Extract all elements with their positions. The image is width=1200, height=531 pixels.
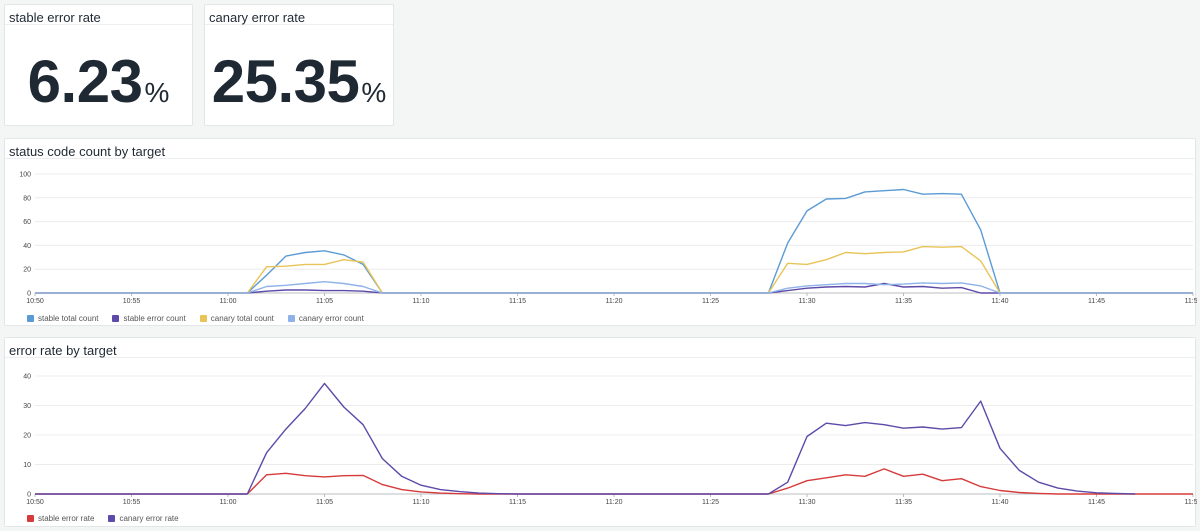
x-tick-label: 10:50: [26, 298, 44, 305]
panel-title: error rate by target: [5, 338, 1195, 358]
x-tick-label: 11:10: [413, 499, 430, 506]
legend-label: stable total count: [38, 314, 99, 323]
stat-number: 25.35: [211, 48, 360, 115]
stat-number: 6.23: [27, 48, 143, 115]
x-tick-label: 11:30: [799, 298, 816, 305]
chart-legend: stable error rate canary error rate: [27, 514, 179, 523]
x-tick-label: 10:50: [26, 499, 44, 506]
y-tick-label: 10: [23, 462, 31, 469]
legend-swatch: [287, 315, 295, 322]
x-tick-label: 11:35: [895, 499, 912, 506]
panel-title: stable error rate: [5, 5, 192, 25]
legend-item[interactable]: stable error count: [112, 314, 186, 323]
legend-item[interactable]: canary error rate: [108, 514, 179, 523]
series-line: [35, 468, 1193, 495]
y-tick-label: 0: [27, 291, 31, 298]
legend-label: canary error count: [298, 314, 364, 323]
series-line: [35, 280, 1193, 294]
x-tick-label: 11:25: [702, 298, 719, 305]
legend-swatch: [108, 515, 116, 522]
stable-error-rate-panel: stable error rate 6.23%: [4, 4, 193, 126]
y-tick-label: 40: [23, 243, 31, 250]
stat-unit: %: [361, 77, 387, 108]
status-code-count-chart: 0 20 40 60 80 100 10:50 10:55 11:00 11:05 11:10 11:…: [19, 172, 1198, 306]
x-tick-label: 11:00: [220, 298, 237, 305]
status-code-count-panel: status code count by target 0 20 40 60 80 100…: [4, 138, 1198, 326]
legend-item[interactable]: stable error rate: [27, 514, 94, 523]
x-tick-label: 11:05: [316, 499, 333, 506]
y-tick-label: 80: [23, 195, 31, 202]
legend-label: canary error rate: [119, 514, 179, 523]
stat-value: 25.35%: [205, 47, 393, 116]
x-tick-label: 11:20: [606, 499, 623, 506]
series-line: [35, 245, 1193, 294]
x-tick-label: 11:30: [799, 499, 816, 506]
stat-value: 6.23%: [5, 47, 192, 116]
series-line: [35, 188, 1193, 294]
legend-swatch: [199, 315, 207, 322]
y-tick-label: 60: [23, 219, 31, 226]
chart-legend: stable total count stable error count cana…: [27, 314, 364, 323]
x-tick-label: 11:10: [413, 298, 430, 305]
x-tick-label: 11:20: [606, 298, 623, 305]
legend-item[interactable]: canary total count: [199, 314, 274, 323]
legend-label: stable error rate: [38, 514, 95, 523]
y-tick-label: 100: [19, 172, 31, 179]
y-tick-label: 0: [27, 492, 31, 499]
canary-error-rate-panel: canary error rate 25.35%: [204, 4, 394, 126]
y-tick-label: 20: [23, 433, 31, 440]
x-tick-label: 11:25: [702, 499, 719, 506]
x-tick-label: 11:45: [1088, 298, 1105, 305]
x-tick-label: 11:50: [1185, 499, 1198, 506]
stat-unit: %: [144, 77, 170, 108]
y-tick-label: 40: [23, 374, 31, 381]
legend-label: stable error count: [123, 314, 186, 323]
legend-swatch: [27, 515, 34, 522]
x-tick-label: 11:15: [509, 298, 526, 305]
x-tick-label: 11:05: [316, 298, 333, 305]
x-tick-label: 11:35: [895, 298, 912, 305]
panel-title: canary error rate: [205, 5, 393, 25]
x-tick-label: 11:50: [1185, 298, 1198, 305]
x-tick-label: 11:45: [1088, 499, 1105, 506]
x-tick-label: 10:55: [123, 499, 141, 506]
legend-swatch: [27, 315, 34, 322]
x-tick-label: 11:00: [220, 499, 237, 506]
y-tick-label: 30: [23, 403, 31, 410]
x-tick-label: 11:40: [992, 499, 1009, 506]
error-rate-chart: 0 10 20 30 40 10:50 10:55 11:00 11:05 11:10 11:15 1…: [23, 374, 1198, 507]
legend-label: canary total count: [210, 314, 274, 323]
x-tick-label: 11:15: [509, 499, 526, 506]
legend-swatch: [112, 315, 120, 322]
x-tick-label: 10:55: [123, 298, 141, 305]
legend-item[interactable]: stable total count: [27, 314, 98, 323]
y-tick-label: 20: [23, 267, 31, 274]
panel-title: status code count by target: [5, 139, 1195, 159]
x-tick-label: 11:40: [992, 298, 1009, 305]
legend-item[interactable]: canary error count: [287, 314, 364, 323]
error-rate-panel: error rate by target 0 10 20 30 40 10:50 10:55…: [4, 337, 1198, 527]
series-line: [35, 282, 1193, 294]
series-line: [35, 382, 1136, 495]
